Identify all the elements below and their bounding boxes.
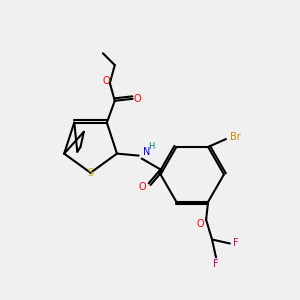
Text: S: S: [88, 168, 94, 178]
Text: O: O: [196, 219, 204, 229]
Text: F: F: [213, 259, 219, 269]
Text: O: O: [102, 76, 110, 86]
Text: F: F: [233, 238, 238, 248]
Text: O: O: [139, 182, 146, 192]
Text: H: H: [148, 142, 155, 151]
Text: N: N: [143, 147, 150, 157]
Text: O: O: [134, 94, 141, 104]
Text: Br: Br: [230, 132, 241, 142]
